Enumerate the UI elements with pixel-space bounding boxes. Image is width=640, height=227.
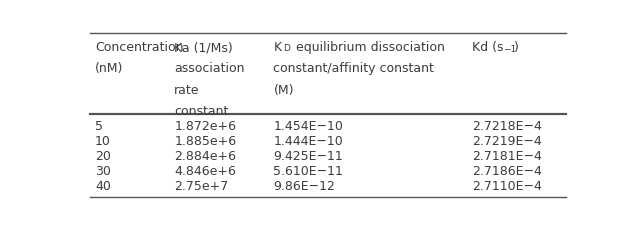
Text: 2.7110E−4: 2.7110E−4 [472, 179, 541, 192]
Text: 2.7219E−4: 2.7219E−4 [472, 134, 541, 147]
Text: 20: 20 [95, 149, 111, 162]
Text: association: association [174, 62, 244, 75]
Text: 2.884e+6: 2.884e+6 [174, 149, 236, 162]
Text: 1.454E−10: 1.454E−10 [273, 120, 343, 133]
Text: 9.425E−11: 9.425E−11 [273, 149, 343, 162]
Text: 2.7181E−4: 2.7181E−4 [472, 149, 541, 162]
Text: Ka (1/Ms): Ka (1/Ms) [174, 41, 233, 54]
Text: 5: 5 [95, 120, 103, 133]
Text: 30: 30 [95, 164, 111, 177]
Text: 5.610E−11: 5.610E−11 [273, 164, 343, 177]
Text: 10: 10 [95, 134, 111, 147]
Text: K: K [273, 41, 282, 54]
Text: constant/affinity constant: constant/affinity constant [273, 62, 435, 75]
Text: 2.7218E−4: 2.7218E−4 [472, 120, 541, 133]
Text: 2.75e+7: 2.75e+7 [174, 179, 228, 192]
Text: 1.872e+6: 1.872e+6 [174, 120, 236, 133]
Text: 9.86E−12: 9.86E−12 [273, 179, 335, 192]
Text: Concentration: Concentration [95, 41, 184, 54]
Text: (M): (M) [273, 83, 294, 96]
Text: D: D [284, 44, 290, 53]
Text: Kd (s: Kd (s [472, 41, 503, 54]
Text: rate: rate [174, 83, 200, 96]
Text: 4.846e+6: 4.846e+6 [174, 164, 236, 177]
Text: equilibrium dissociation: equilibrium dissociation [292, 41, 445, 54]
Text: 2.7186E−4: 2.7186E−4 [472, 164, 541, 177]
Text: 40: 40 [95, 179, 111, 192]
Text: 1.444E−10: 1.444E−10 [273, 134, 343, 147]
Text: ): ) [514, 41, 519, 54]
Text: −1: −1 [503, 45, 516, 54]
Text: 1.885e+6: 1.885e+6 [174, 134, 236, 147]
Text: constant: constant [174, 104, 228, 117]
Text: (nM): (nM) [95, 62, 124, 75]
